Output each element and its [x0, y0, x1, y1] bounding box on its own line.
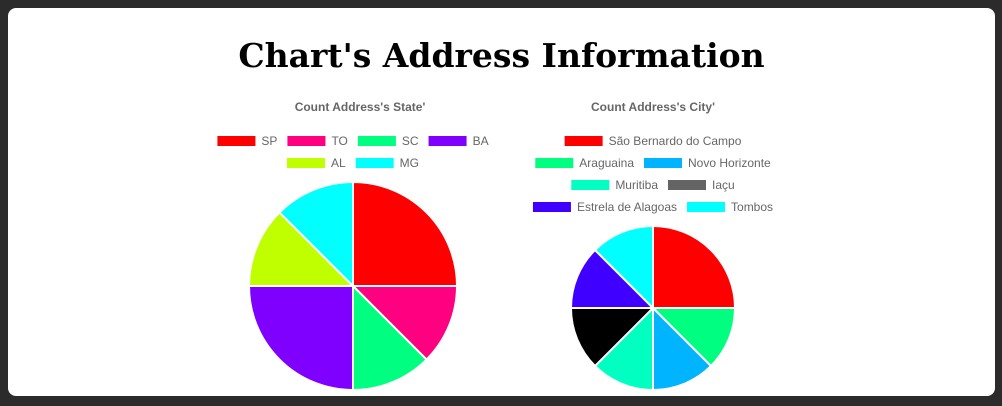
state-legend-item-sc[interactable]: SC	[357, 134, 419, 148]
chart-card: Chart's Address Information	[8, 8, 995, 396]
state-chart-legend: SP TO SC BA AL MG	[217, 134, 489, 170]
state-legend-item-sp[interactable]: SP	[217, 134, 277, 148]
city-legend-swatch-iacu	[668, 180, 706, 190]
city-legend-label-estrela-de-alagoas: Estrela de Alagoas	[577, 200, 677, 214]
city-legend-label-sao-bernardo-do-campo: São Bernardo do Campo	[609, 134, 742, 148]
state-chart-title: Count Address's State'	[295, 100, 426, 114]
city-legend-item-estrela-de-alagoas[interactable]: Estrela de Alagoas	[532, 200, 677, 214]
city-legend-item-tombos[interactable]: Tombos	[687, 200, 773, 214]
state-legend-item-al[interactable]: AL	[286, 156, 346, 170]
city-pie-slice-novo-horizonte[interactable]	[652, 305, 713, 392]
city-legend-swatch-muritiba	[571, 180, 610, 190]
state-chart-pie	[247, 180, 459, 392]
page-title: Chart's Address Information	[238, 36, 765, 75]
state-chart: Count Address's State' SP TO SC BA AL MG	[217, 100, 489, 392]
city-legend-swatch-estrela-de-alagoas	[532, 202, 571, 212]
city-pie-slice-tombos[interactable]	[593, 224, 654, 311]
city-legend-swatch-novo-horizonte	[644, 158, 682, 168]
city-chart-legend: São Bernardo do Campo Araguaina Novo Horiz…	[532, 134, 773, 214]
state-pie-slice-ba[interactable]	[247, 285, 354, 392]
city-chart-pie	[569, 224, 737, 392]
city-pie-slice-iacu[interactable]	[569, 307, 656, 368]
city-chart: Count Address's City' São Bernardo do Ca…	[532, 100, 773, 392]
city-pie-slice-araguaina[interactable]	[650, 307, 737, 368]
state-pie-slice-mg[interactable]	[278, 180, 354, 289]
state-pie-slice-to[interactable]	[350, 285, 459, 361]
city-legend-label-novo-horizonte: Novo Horizonte	[688, 156, 771, 170]
city-pie-slice-sao-bernardo-do-campo[interactable]	[652, 224, 737, 309]
city-legend-label-iacu: Iaçu	[712, 178, 735, 192]
state-legend-label-to: TO	[331, 134, 347, 148]
city-legend-swatch-tombos	[687, 202, 726, 212]
state-legend-item-ba[interactable]: BA	[428, 134, 489, 148]
city-chart-title: Count Address's City'	[591, 100, 715, 114]
city-legend-label-tombos: Tombos	[731, 200, 773, 214]
state-legend-label-al: AL	[331, 156, 346, 170]
city-legend-swatch-araguaina	[535, 158, 574, 168]
state-pie-slice-al[interactable]	[247, 211, 356, 287]
city-legend-item-muritiba[interactable]: Muritiba	[571, 178, 658, 192]
state-legend-swatch-sc	[357, 136, 396, 146]
state-legend-swatch-ba	[428, 136, 467, 146]
state-legend-label-mg: MG	[400, 156, 419, 170]
city-legend-item-sao-bernardo-do-campo[interactable]: São Bernardo do Campo	[564, 134, 742, 148]
city-legend-label-araguaina: Araguaina	[579, 156, 634, 170]
city-pie-slice-muritiba[interactable]	[593, 305, 654, 392]
state-legend-item-mg[interactable]: MG	[355, 156, 419, 170]
city-legend-item-iacu[interactable]: Iaçu	[668, 178, 735, 192]
state-pie-slice-sc[interactable]	[352, 283, 428, 392]
city-legend-swatch-sao-bernardo-do-campo	[564, 136, 603, 146]
state-pie-slice-sp[interactable]	[352, 180, 459, 287]
state-legend-swatch-sp	[217, 136, 256, 146]
state-legend-label-sc: SC	[402, 134, 419, 148]
state-legend-swatch-mg	[355, 158, 394, 168]
state-legend-swatch-to	[287, 136, 326, 146]
city-pie-slice-estrela-de-alagoas[interactable]	[569, 248, 656, 309]
state-legend-label-sp: SP	[261, 134, 277, 148]
city-legend-label-muritiba: Muritiba	[615, 178, 658, 192]
state-legend-swatch-al	[286, 158, 325, 168]
city-legend-item-araguaina[interactable]: Araguaina	[535, 156, 634, 170]
state-legend-item-to[interactable]: TO	[287, 134, 348, 148]
state-legend-label-ba: BA	[473, 134, 489, 148]
city-legend-item-novo-horizonte[interactable]: Novo Horizonte	[644, 156, 771, 170]
